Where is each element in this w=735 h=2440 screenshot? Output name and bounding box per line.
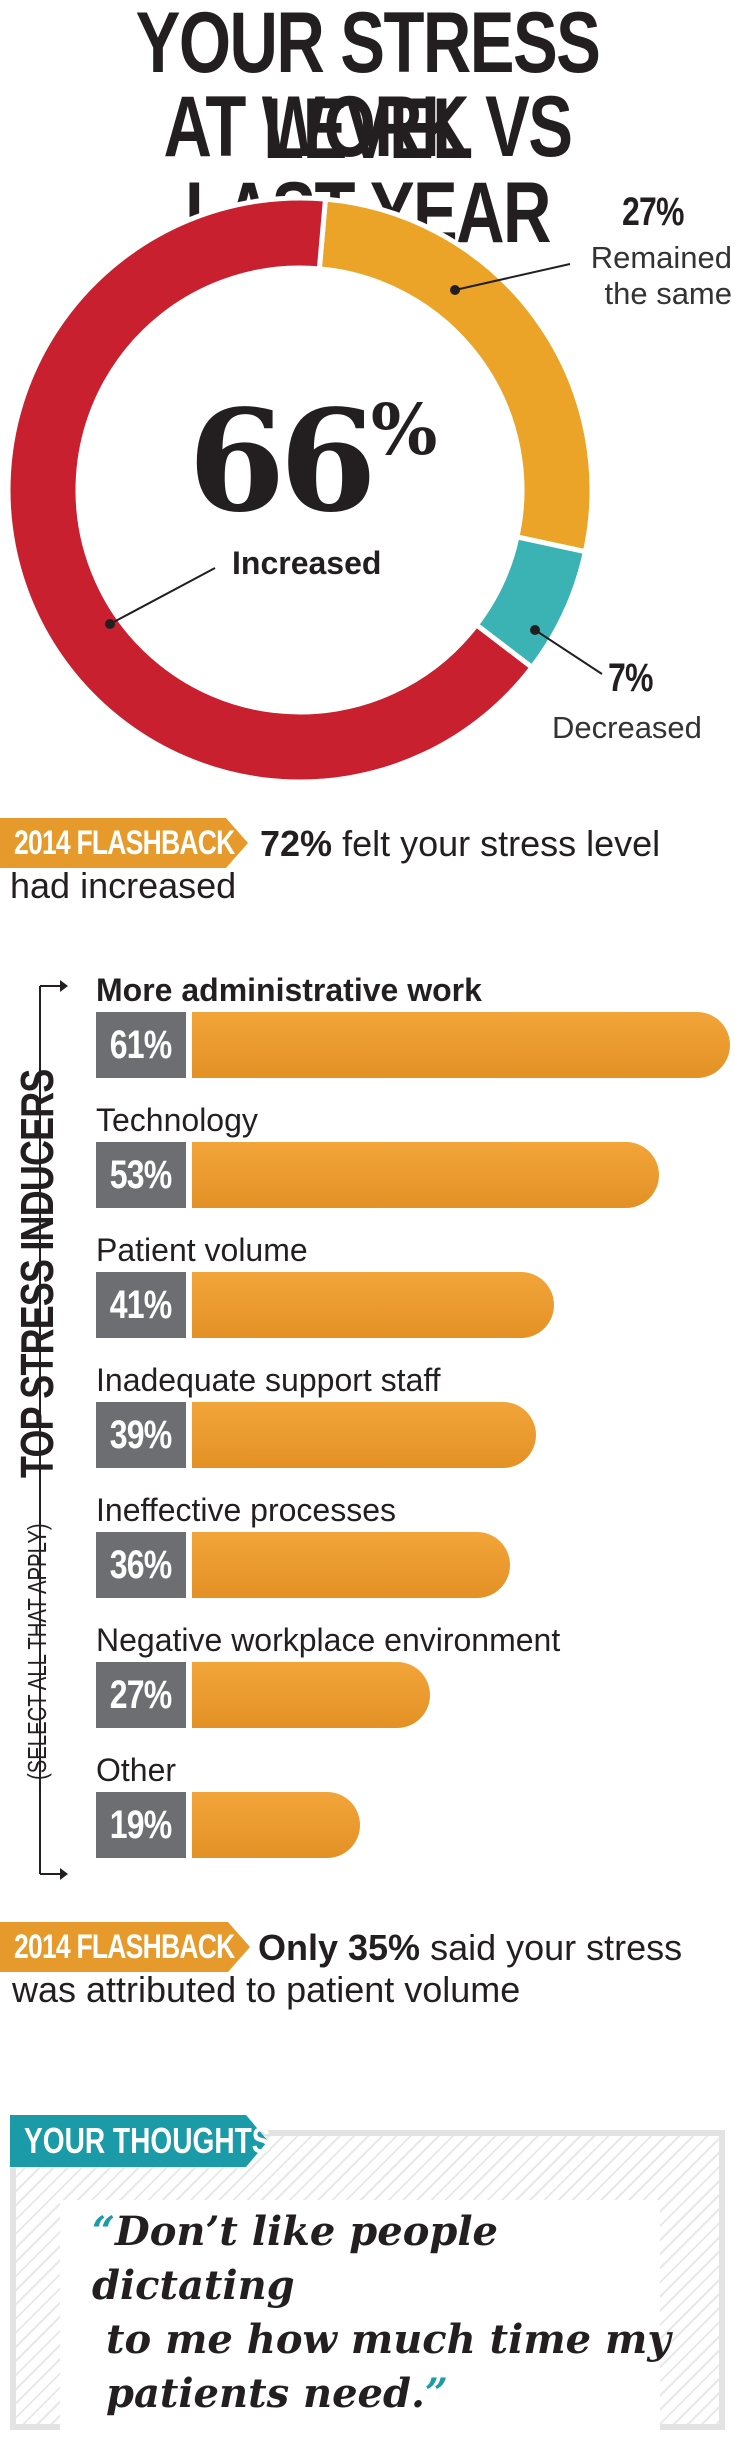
- flashback-2-line-2: was attributed to patient volume: [12, 1969, 521, 2010]
- flashback-tag-1: 2014 FLASHBACK: [14, 824, 235, 862]
- flashback-1-line-1: 72% felt your stress level: [260, 823, 661, 864]
- decreased-label: Decreased: [552, 710, 702, 745]
- bar-value-label: 39%: [96, 1402, 186, 1468]
- thoughts-inner: [60, 2200, 660, 2430]
- bars-title: TOP STRESS INDUCERS: [11, 1069, 63, 1478]
- bar: [192, 1402, 536, 1468]
- donut-chart: [5, 195, 603, 785]
- bars-subtitle: (SELECT ALL THAT APPLY): [22, 1523, 52, 1780]
- bar-category-label: Ineffective processes: [96, 1492, 397, 1528]
- thoughts-tag: YOUR THOUGHTS: [24, 2120, 271, 2161]
- thoughts-quote: “Don’t like people dictating to me how m…: [92, 2205, 692, 2421]
- bar-category-label: More administrative work: [96, 972, 482, 1008]
- leader-same: [454, 263, 571, 291]
- center-value: 66%: [188, 380, 438, 544]
- decreased-pct: 7%: [608, 656, 653, 700]
- flashback-tag-2-shape: [0, 1922, 250, 1972]
- flashback-2-line-1: Only 35% said your stress: [258, 1927, 683, 1968]
- bar: [192, 1272, 554, 1338]
- bar: [192, 1142, 659, 1208]
- same-label: Remained the same: [590, 240, 732, 311]
- bar: [192, 1662, 430, 1728]
- title-line-1: YOUR STRESS LEVEL: [135, 0, 601, 177]
- open-quote-mark: “: [92, 2208, 116, 2255]
- quote-line-1: “Don’t like people dictating: [92, 2208, 498, 2309]
- bar-value-label: 36%: [96, 1532, 186, 1598]
- bar-value-label: 53%: [96, 1142, 186, 1208]
- bar-value-label: 19%: [96, 1792, 186, 1858]
- center-label: Increased: [232, 545, 382, 581]
- thoughts-tag-shape: [10, 2115, 268, 2167]
- flashback-tag-1-shape: [0, 818, 248, 868]
- leader-dot-same: [450, 285, 460, 295]
- same-pct: 27%: [622, 190, 684, 234]
- flashback-tag-2: 2014 FLASHBACK: [14, 1928, 235, 1966]
- leader-dot-decreased: [530, 625, 540, 635]
- bar-value-label: 27%: [96, 1662, 186, 1728]
- bar-value-label: 61%: [96, 1012, 186, 1078]
- bar: [192, 1532, 510, 1598]
- bar-category-label: Technology: [96, 1102, 258, 1138]
- bar: [192, 1012, 730, 1078]
- bar-category-label: Inadequate support staff: [96, 1362, 441, 1398]
- bar-category-label: Other: [96, 1752, 177, 1788]
- bar-category-label: Patient volume: [96, 1232, 308, 1268]
- slice-increased: [5, 195, 536, 785]
- bar-category-label: Negative workplace environment: [96, 1622, 561, 1658]
- bar-value-label: 41%: [96, 1272, 186, 1338]
- leader-increased: [109, 567, 216, 625]
- close-quote-mark: ”: [424, 2370, 448, 2417]
- quote-line-3: patients need.”: [106, 2370, 448, 2417]
- quote-line-2: to me how much time my: [106, 2316, 671, 2363]
- leader-dot-increased: [105, 619, 115, 629]
- flashback-1-line-2: had increased: [10, 865, 237, 906]
- leader-decreased: [534, 629, 603, 675]
- bar: [192, 1792, 360, 1858]
- side-bracket: [39, 980, 68, 1880]
